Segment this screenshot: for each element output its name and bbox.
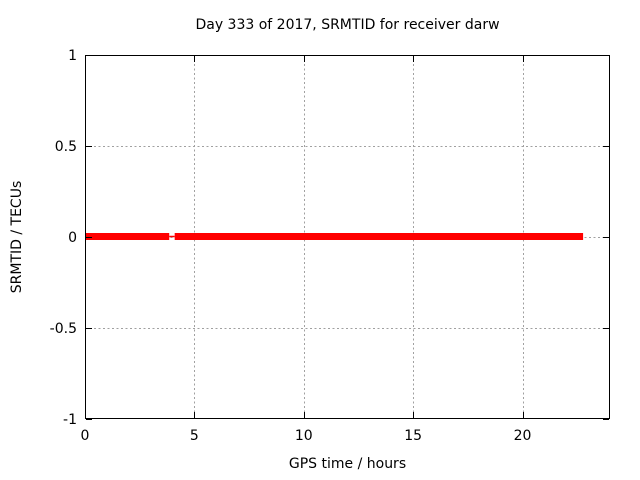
x-tick-label: 20	[514, 428, 532, 444]
x-tick-label: 5	[190, 428, 199, 444]
y-tick-label: 0	[68, 230, 77, 246]
chart-title: Day 333 of 2017, SRMTID for receiver dar…	[195, 17, 500, 33]
tick-labels: 0 5 10 15 20 1 0.5 0 -0.5 -1	[50, 48, 532, 444]
x-tick-label: 0	[81, 428, 90, 444]
plot-border	[85, 55, 610, 419]
y-axis-label: SRMTID / TECUs	[9, 180, 25, 294]
axes-frame	[85, 55, 610, 420]
x-tick-label: 15	[404, 428, 422, 444]
y-tick-label: 0.5	[55, 139, 77, 155]
x-tick-label: 10	[295, 428, 313, 444]
y-tick-label: -0.5	[50, 321, 77, 337]
x-axis-label: GPS time / hours	[288, 456, 407, 472]
y-tick-label: 1	[68, 48, 77, 64]
y-tick-label: -1	[63, 412, 77, 428]
